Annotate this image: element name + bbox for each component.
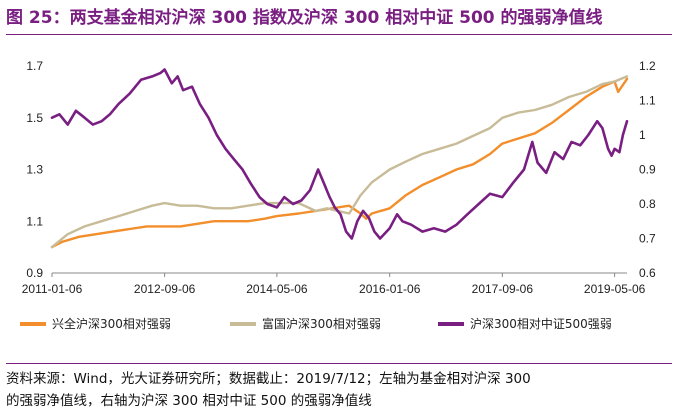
x-axis-tick-label: 2014-05-06 [246,282,308,296]
left-axis-tick-label: 1.3 [26,163,43,177]
x-axis-tick-label: 2019-05-06 [584,282,646,296]
left-axis-tick-label: 1.5 [26,111,43,125]
figure-title: 图 25：两支基金相对沪深 300 指数及沪深 300 相对中证 500 的强弱… [6,8,603,28]
chart-legend: 兴全沪深300相对强弱 富国沪深300相对强弱 沪深300相对中证500强弱 [20,316,612,331]
right-axis-tick-label: 0.9 [639,163,656,177]
source-note-line-2: 的强弱净值线，右轴为沪深 300 相对中证 500 的强弱净值线 [6,393,372,409]
x-axis-tick-label: 2016-01-06 [359,282,421,296]
right-axis-tick-label: 1.1 [639,94,656,108]
right-axis-tick-label: 0.6 [639,266,656,280]
x-axis-tick-label: 2017-09-06 [472,282,534,296]
x-axis-tick-label: 2012-09-06 [134,282,196,296]
right-axis-tick-label: 0.7 [639,232,656,246]
legend-label-2: 富国沪深300相对强弱 [262,316,381,331]
legend-label-1: 兴全沪深300相对强弱 [52,316,171,331]
left-axis-tick-label: 1.7 [26,59,43,73]
series-line-2 [50,75,629,249]
right-axis-tick-label: 1 [639,128,646,142]
source-note: 资料来源：Wind，光大证券研究所；数据截止：2019/7/12；左轴为基金相对… [6,368,672,412]
legend-label-3: 沪深300相对中证500强弱 [470,316,612,331]
source-note-line-1: 资料来源：Wind，光大证券研究所；数据截止：2019/7/12；左轴为基金相对… [6,371,531,387]
chart-axes: 0.9 1.1 1.3 1.5 1.7 0.6 0.7 0.8 0.9 1 1.1 1.2 2011-0… [22,59,656,296]
title-divider [6,34,672,35]
note-divider [6,363,672,364]
right-axis-tick-label: 1.2 [639,59,656,73]
series-line-3 [50,68,629,240]
right-axis-tick-label: 0.8 [639,197,656,211]
x-axis-tick-label: 2011-01-06 [22,282,83,296]
chart-series-lines [50,68,629,249]
series-line-1 [50,77,629,249]
left-axis-tick-label: 1.1 [26,214,43,228]
left-axis-tick-label: 0.9 [26,266,43,280]
chart-figure: 0.9 1.1 1.3 1.5 1.7 0.6 0.7 0.8 0.9 1 1.1 1.2 2011-0… [20,59,656,331]
